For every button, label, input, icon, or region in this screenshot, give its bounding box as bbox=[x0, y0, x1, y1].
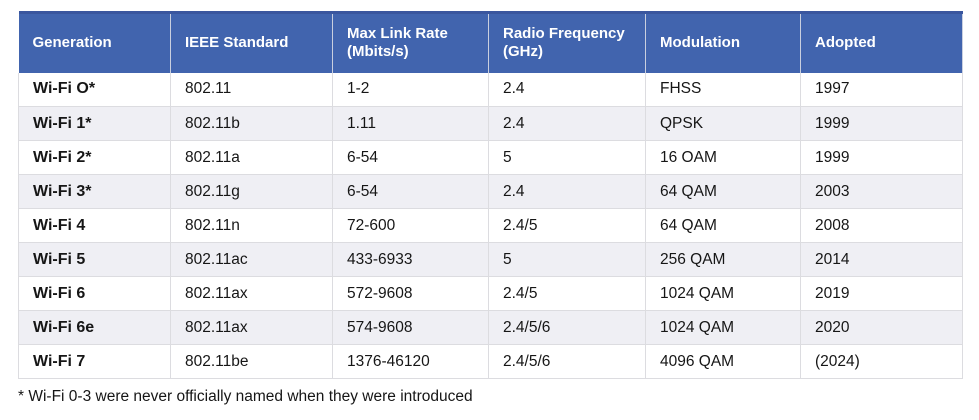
cell-adopted: 1997 bbox=[800, 72, 963, 107]
cell-modulation: 16 OAM bbox=[645, 140, 801, 175]
cell-max_link_rate: 572-9608 bbox=[332, 276, 489, 311]
cell-standard: 802.11b bbox=[170, 106, 333, 141]
cell-standard: 802.11ax bbox=[170, 276, 333, 311]
column-header-5: Adopted bbox=[800, 11, 963, 73]
cell-generation: Wi-Fi 4 bbox=[18, 208, 171, 243]
cell-modulation: 4096 QAM bbox=[645, 344, 801, 379]
cell-modulation: FHSS bbox=[645, 72, 801, 107]
table-row: Wi-Fi 4 802.11n 72-600 2.4/5 64 QAM 2008 bbox=[18, 208, 963, 243]
cell-modulation: 256 QAM bbox=[645, 242, 801, 277]
table-footnote: * Wi-Fi 0-3 were never officially named … bbox=[18, 388, 473, 405]
table-header-row: Generation IEEE Standard Max Link Rate (Mb… bbox=[18, 11, 963, 73]
cell-standard: 802.11n bbox=[170, 208, 333, 243]
cell-modulation: 64 QAM bbox=[645, 208, 801, 243]
cell-max_link_rate: 6-54 bbox=[332, 174, 489, 209]
cell-radio_frequency: 2.4 bbox=[488, 174, 646, 209]
table-row: Wi-Fi 7 802.11be 1376-46120 2.4/5/6 4096 QAM… bbox=[18, 344, 963, 379]
cell-radio_frequency: 2.4/5 bbox=[488, 276, 646, 311]
cell-modulation: 1024 QAM bbox=[645, 310, 801, 345]
cell-modulation: 1024 QAM bbox=[645, 276, 801, 311]
cell-standard: 802.11a bbox=[170, 140, 333, 175]
column-header-3: Radio Frequency (GHz) bbox=[488, 11, 646, 73]
cell-generation: Wi-Fi 1* bbox=[18, 106, 171, 141]
cell-generation: Wi-Fi 6 bbox=[18, 276, 171, 311]
column-header-1: IEEE Standard bbox=[170, 11, 333, 73]
column-header-0: Generation bbox=[18, 11, 171, 73]
table-row: Wi-Fi O* 802.11 1-2 2.4 FHSS 1997 bbox=[18, 72, 963, 107]
cell-radio_frequency: 2.4/5/6 bbox=[488, 310, 646, 345]
cell-adopted: 2019 bbox=[800, 276, 963, 311]
cell-standard: 802.11ac bbox=[170, 242, 333, 277]
cell-generation: Wi-Fi 5 bbox=[18, 242, 171, 277]
cell-adopted: 2014 bbox=[800, 242, 963, 277]
cell-standard: 802.11be bbox=[170, 344, 333, 379]
cell-generation: Wi-Fi O* bbox=[18, 72, 171, 107]
cell-adopted: 2008 bbox=[800, 208, 963, 243]
cell-radio_frequency: 2.4 bbox=[488, 106, 646, 141]
cell-standard: 802.11 bbox=[170, 72, 333, 107]
cell-radio_frequency: 2.4/5/6 bbox=[488, 344, 646, 379]
cell-adopted: 1999 bbox=[800, 140, 963, 175]
table-body: Wi-Fi O* 802.11 1-2 2.4 FHSS 1997 Wi-Fi 1* 802.… bbox=[18, 72, 963, 379]
cell-modulation: QPSK bbox=[645, 106, 801, 141]
cell-standard: 802.11ax bbox=[170, 310, 333, 345]
table-row: Wi-Fi 6e 802.11ax 574-9608 2.4/5/6 1024 QAM 2… bbox=[18, 310, 963, 345]
cell-radio_frequency: 2.4 bbox=[488, 72, 646, 107]
cell-max_link_rate: 6-54 bbox=[332, 140, 489, 175]
cell-max_link_rate: 72-600 bbox=[332, 208, 489, 243]
cell-generation: Wi-Fi 7 bbox=[18, 344, 171, 379]
cell-adopted: (2024) bbox=[800, 344, 963, 379]
cell-max_link_rate: 1376-46120 bbox=[332, 344, 489, 379]
column-header-2: Max Link Rate (Mbits/s) bbox=[332, 11, 489, 73]
cell-max_link_rate: 1-2 bbox=[332, 72, 489, 107]
cell-max_link_rate: 433-6933 bbox=[332, 242, 489, 277]
table-row: Wi-Fi 5 802.11ac 433-6933 5 256 QAM 2014 bbox=[18, 242, 963, 277]
cell-radio_frequency: 5 bbox=[488, 242, 646, 277]
cell-max_link_rate: 1.11 bbox=[332, 106, 489, 141]
cell-generation: Wi-Fi 3* bbox=[18, 174, 171, 209]
column-header-4: Modulation bbox=[645, 11, 801, 73]
cell-radio_frequency: 2.4/5 bbox=[488, 208, 646, 243]
cell-generation: Wi-Fi 6e bbox=[18, 310, 171, 345]
cell-standard: 802.11g bbox=[170, 174, 333, 209]
wifi-generations-table: Generation IEEE Standard Max Link Rate (Mb… bbox=[18, 11, 963, 379]
cell-max_link_rate: 574-9608 bbox=[332, 310, 489, 345]
cell-adopted: 2003 bbox=[800, 174, 963, 209]
table-row: Wi-Fi 6 802.11ax 572-9608 2.4/5 1024 QAM 2019 bbox=[18, 276, 963, 311]
cell-adopted: 1999 bbox=[800, 106, 963, 141]
cell-adopted: 2020 bbox=[800, 310, 963, 345]
table-row: Wi-Fi 2* 802.11a 6-54 5 16 OAM 1999 bbox=[18, 140, 963, 175]
cell-generation: Wi-Fi 2* bbox=[18, 140, 171, 175]
cell-radio_frequency: 5 bbox=[488, 140, 646, 175]
table-row: Wi-Fi 3* 802.11g 6-54 2.4 64 QAM 2003 bbox=[18, 174, 963, 209]
table-header: Generation IEEE Standard Max Link Rate (Mb… bbox=[18, 11, 963, 73]
table-row: Wi-Fi 1* 802.11b 1.11 2.4 QPSK 1999 bbox=[18, 106, 963, 141]
wifi-generations-table-container: Generation IEEE Standard Max Link Rate (Mb… bbox=[18, 11, 963, 379]
cell-modulation: 64 QAM bbox=[645, 174, 801, 209]
